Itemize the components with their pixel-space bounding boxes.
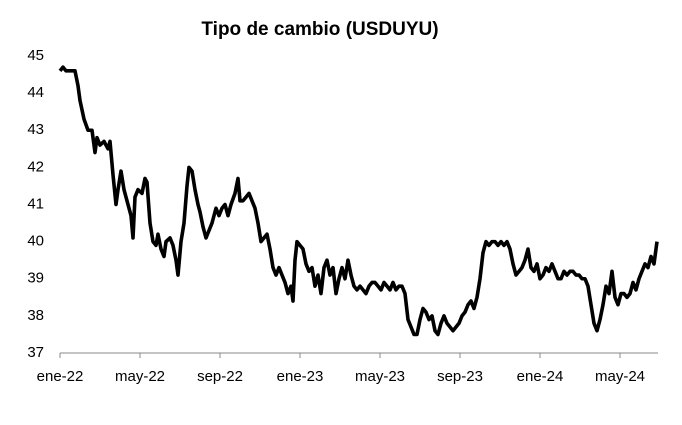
x-tick-label: ene-22 [37, 368, 84, 385]
y-tick-label: 44 [27, 84, 44, 101]
x-tick-label: sep-22 [197, 368, 243, 385]
y-tick-label: 39 [27, 270, 44, 287]
y-tick-label: 40 [27, 233, 44, 250]
x-tick-label: ene-23 [277, 368, 324, 385]
y-tick-label: 42 [27, 158, 44, 175]
y-tick-label: 38 [27, 307, 44, 324]
y-tick-label: 43 [27, 121, 44, 138]
y-tick-label: 37 [27, 344, 44, 361]
x-tick-label: sep-23 [437, 368, 483, 385]
y-tick-label: 41 [27, 195, 44, 212]
x-tick-label: may-24 [595, 368, 645, 385]
x-tick-label: may-22 [115, 368, 165, 385]
x-tick-label: may-23 [355, 368, 405, 385]
y-tick-label: 45 [27, 47, 44, 64]
x-tick-label: ene-24 [517, 368, 564, 385]
chart-title: Tipo de cambio (USDUYU) [201, 19, 438, 40]
line-series [58, 65, 659, 337]
